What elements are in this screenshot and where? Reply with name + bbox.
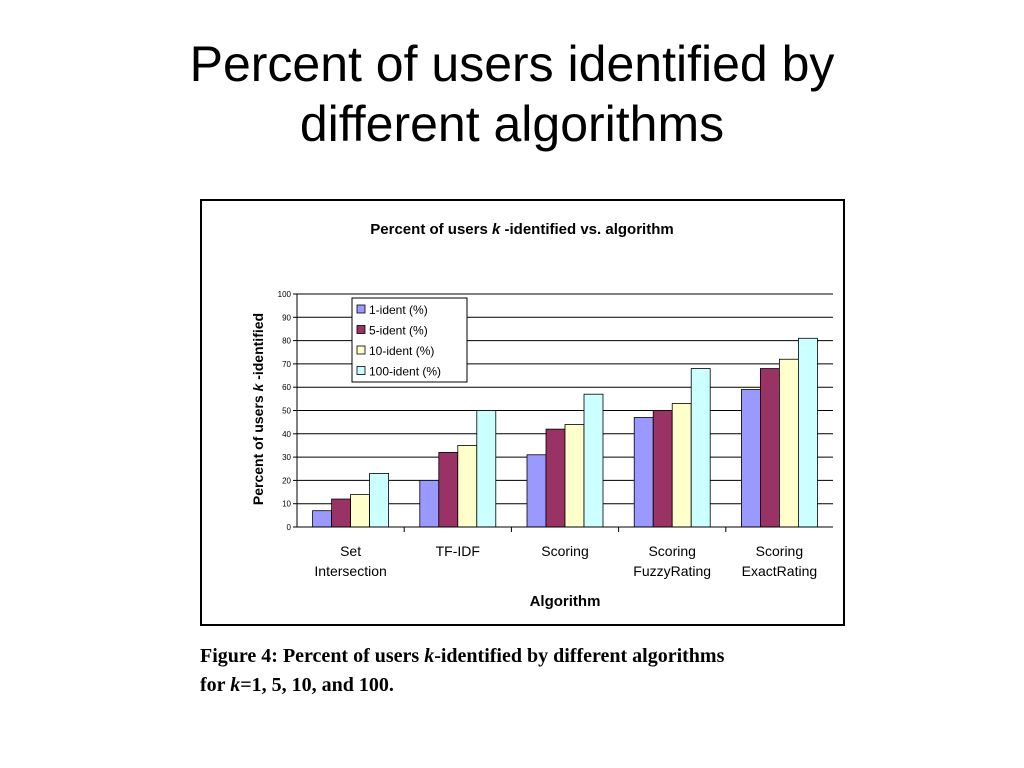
slide-title: Percent of users identified by different… bbox=[0, 34, 1024, 154]
legend: 1-ident (%) 5-ident (%) 10-ident (%) 100-id… bbox=[351, 297, 468, 383]
bar bbox=[312, 510, 332, 528]
x-tick-label: ExactRating bbox=[742, 563, 817, 579]
y-axis-label: Percent of users k -identified bbox=[250, 313, 266, 505]
x-tick-label: FuzzyRating bbox=[633, 563, 711, 579]
bar bbox=[690, 368, 711, 528]
x-tick-label: Intersection bbox=[314, 563, 386, 579]
bar bbox=[779, 358, 799, 528]
y-tick-label: 50 bbox=[282, 407, 291, 416]
legend-swatch bbox=[356, 304, 366, 314]
x-tick-label: Scoring bbox=[541, 543, 588, 559]
x-tick-label: Scoring bbox=[756, 543, 803, 559]
bar bbox=[438, 452, 459, 528]
y-tick-label: 0 bbox=[287, 523, 292, 532]
bar bbox=[457, 445, 478, 528]
bar bbox=[583, 393, 604, 528]
bar bbox=[798, 337, 818, 528]
bar bbox=[350, 493, 371, 528]
x-tick-label: TF-IDF bbox=[436, 543, 480, 559]
y-tick-label: 60 bbox=[282, 383, 291, 392]
axes: 0 10 20 30 40 50 60 70 80 90 100 Set Intersection TF-… bbox=[278, 290, 833, 579]
bar bbox=[671, 403, 692, 528]
legend-box bbox=[351, 297, 468, 383]
bar bbox=[331, 498, 352, 528]
legend-label: 1-ident (%) bbox=[369, 303, 428, 317]
bar bbox=[760, 368, 780, 528]
slide-title-line-1: Percent of users identified by bbox=[189, 36, 835, 92]
y-tick-label: 90 bbox=[282, 313, 291, 322]
legend-label: 5-ident (%) bbox=[369, 324, 428, 338]
legend-swatch bbox=[356, 366, 366, 375]
y-tick-label: 20 bbox=[282, 476, 291, 485]
x-axis-label: Algorithm bbox=[530, 593, 601, 610]
bar bbox=[369, 473, 390, 528]
bars bbox=[312, 337, 818, 528]
bar bbox=[741, 389, 761, 528]
y-tick-label: 100 bbox=[278, 290, 292, 299]
bar bbox=[526, 454, 547, 528]
bar bbox=[419, 479, 440, 528]
caption-line-1: Figure 4: Percent of users k-identified … bbox=[200, 645, 725, 667]
caption-line-2: for k=1, 5, 10, and 100. bbox=[200, 674, 394, 696]
y-tick-label: 70 bbox=[282, 360, 291, 369]
bar-chart: Percent of users k -identified vs. algor… bbox=[250, 221, 833, 610]
bar bbox=[633, 417, 654, 528]
y-tick-label: 30 bbox=[282, 453, 291, 462]
x-tick-label: Set bbox=[340, 543, 361, 559]
legend-label: 10-ident (%) bbox=[369, 344, 434, 358]
legend-label: 100-ident (%) bbox=[369, 365, 441, 379]
legend-swatch bbox=[356, 325, 366, 334]
bar bbox=[564, 424, 585, 528]
bar bbox=[476, 410, 497, 528]
bar bbox=[652, 410, 673, 528]
chart-frame: Percent of users k -identified vs. algor… bbox=[200, 199, 845, 626]
legend-swatch bbox=[356, 345, 366, 355]
chart-title: Percent of users k -identified vs. algor… bbox=[370, 221, 673, 238]
y-tick-label: 40 bbox=[282, 430, 291, 439]
y-tick-label: 10 bbox=[282, 500, 291, 509]
bar bbox=[545, 428, 566, 528]
slide-title-line-2: different algorithms bbox=[299, 96, 725, 152]
x-tick-label: Scoring bbox=[648, 543, 695, 559]
y-tick-label: 80 bbox=[282, 337, 291, 346]
figure-caption: Figure 4: Percent of users k-identified … bbox=[200, 642, 850, 700]
